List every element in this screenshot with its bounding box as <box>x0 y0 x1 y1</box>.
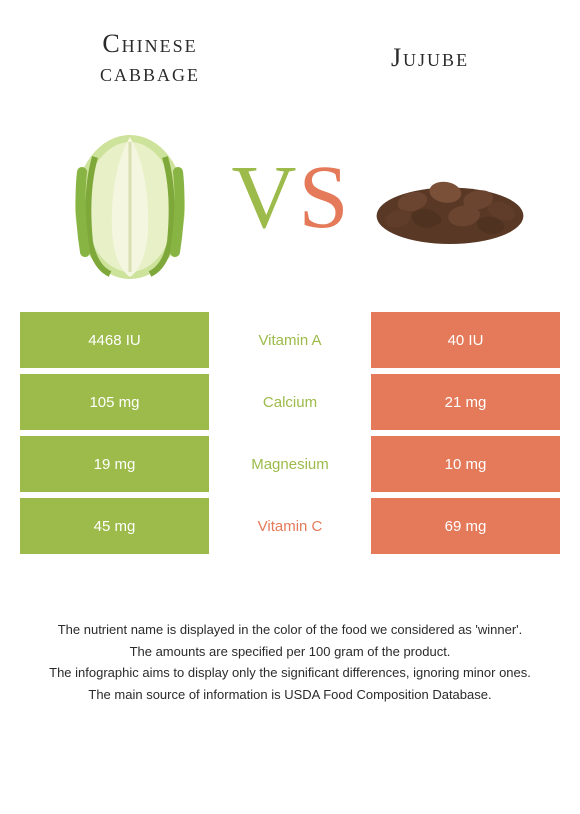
nutrient-name: Vitamin A <box>209 312 371 368</box>
left-food-title: Chinese cabbage <box>50 30 250 87</box>
table-row: 45 mgVitamin C69 mg <box>20 498 560 554</box>
nutrient-name: Calcium <box>209 374 371 430</box>
nutrient-left-value: 19 mg <box>20 436 209 492</box>
nutrient-right-value: 10 mg <box>371 436 560 492</box>
vs-s: S <box>298 146 348 249</box>
footnote-line: The main source of information is USDA F… <box>30 685 550 705</box>
nutrient-right-value: 21 mg <box>371 374 560 430</box>
nutrient-right-value: 69 mg <box>371 498 560 554</box>
nutrient-name: Magnesium <box>209 436 371 492</box>
jujube-icon <box>370 142 530 252</box>
nutrient-left-value: 4468 IU <box>20 312 209 368</box>
footnote-line: The amounts are specified per 100 gram o… <box>30 642 550 662</box>
table-row: 19 mgMagnesium10 mg <box>20 436 560 492</box>
nutrient-left-value: 45 mg <box>20 498 209 554</box>
header-row: Chinese cabbage Jujube <box>20 30 560 87</box>
table-row: 105 mgCalcium21 mg <box>20 374 560 430</box>
nutrient-left-value: 105 mg <box>20 374 209 430</box>
footnote-line: The nutrient name is displayed in the co… <box>30 620 550 640</box>
images-row: V S <box>20 87 560 312</box>
right-food-image <box>370 112 530 282</box>
table-row: 4468 IUVitamin A40 IU <box>20 312 560 368</box>
left-title-line1: Chinese <box>102 29 197 58</box>
nutrient-right-value: 40 IU <box>371 312 560 368</box>
vs-v: V <box>231 146 296 249</box>
nutrient-table: 4468 IUVitamin A40 IU105 mgCalcium21 mg1… <box>20 312 560 560</box>
footnote-line: The infographic aims to display only the… <box>30 663 550 683</box>
right-title: Jujube <box>391 43 469 72</box>
footnotes: The nutrient name is displayed in the co… <box>20 620 560 704</box>
nutrient-name: Vitamin C <box>209 498 371 554</box>
vs-label: V S <box>231 146 348 249</box>
left-food-image <box>50 112 210 282</box>
right-food-title: Jujube <box>330 30 530 73</box>
left-title-line2: cabbage <box>100 58 200 87</box>
cabbage-icon <box>60 112 200 282</box>
